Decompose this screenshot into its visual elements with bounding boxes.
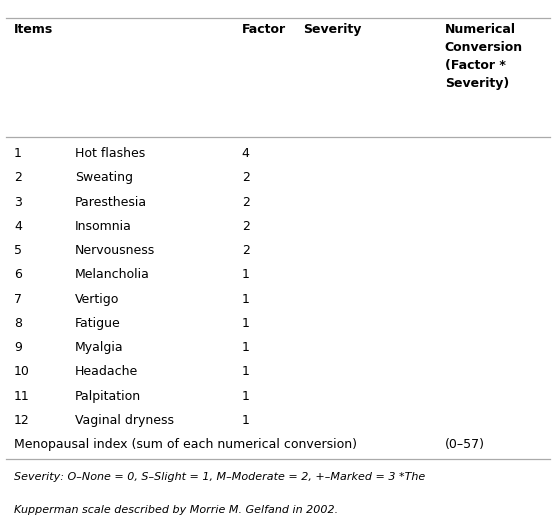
Text: Vertigo: Vertigo	[75, 293, 120, 305]
Text: 12: 12	[14, 414, 29, 427]
Text: 4: 4	[242, 147, 250, 160]
Text: 3: 3	[14, 196, 22, 208]
Text: Sweating: Sweating	[75, 171, 133, 184]
Text: 1: 1	[242, 317, 250, 330]
Text: Numerical
Conversion
(Factor *
Severity): Numerical Conversion (Factor * Severity)	[445, 23, 523, 90]
Text: 2: 2	[242, 171, 250, 184]
Text: Myalgia: Myalgia	[75, 341, 123, 354]
Text: Melancholia: Melancholia	[75, 268, 150, 281]
Text: Hot flashes: Hot flashes	[75, 147, 145, 160]
Text: 9: 9	[14, 341, 22, 354]
Text: Fatigue: Fatigue	[75, 317, 121, 330]
Text: Nervousness: Nervousness	[75, 244, 155, 257]
Text: Kupperman scale described by Morrie M. Gelfand in 2002.: Kupperman scale described by Morrie M. G…	[14, 505, 338, 515]
Text: 6: 6	[14, 268, 22, 281]
Text: Headache: Headache	[75, 365, 138, 378]
Text: 10: 10	[14, 365, 30, 378]
Text: 1: 1	[242, 390, 250, 402]
Text: 4: 4	[14, 220, 22, 233]
Text: Vaginal dryness: Vaginal dryness	[75, 414, 174, 427]
Text: 11: 11	[14, 390, 29, 402]
Text: 2: 2	[242, 244, 250, 257]
Text: 8: 8	[14, 317, 22, 330]
Text: 1: 1	[242, 293, 250, 305]
Text: 5: 5	[14, 244, 22, 257]
Text: 1: 1	[14, 147, 22, 160]
Text: (0–57): (0–57)	[445, 438, 485, 451]
Text: Severity: Severity	[303, 23, 361, 36]
Text: Insomnia: Insomnia	[75, 220, 132, 233]
Text: Palpitation: Palpitation	[75, 390, 141, 402]
Text: 1: 1	[242, 365, 250, 378]
Text: 2: 2	[242, 220, 250, 233]
Text: Paresthesia: Paresthesia	[75, 196, 147, 208]
Text: Factor: Factor	[242, 23, 286, 36]
Text: Items: Items	[14, 23, 53, 36]
Text: 1: 1	[242, 414, 250, 427]
Text: 1: 1	[242, 268, 250, 281]
Text: Severity: O–None = 0, S–Slight = 1, M–Moderate = 2, +–Marked = 3 *The: Severity: O–None = 0, S–Slight = 1, M–Mo…	[14, 472, 425, 481]
Text: 2: 2	[242, 196, 250, 208]
Text: 1: 1	[242, 341, 250, 354]
Text: 7: 7	[14, 293, 22, 305]
Text: Menopausal index (sum of each numerical conversion): Menopausal index (sum of each numerical …	[14, 438, 357, 451]
Text: 2: 2	[14, 171, 22, 184]
